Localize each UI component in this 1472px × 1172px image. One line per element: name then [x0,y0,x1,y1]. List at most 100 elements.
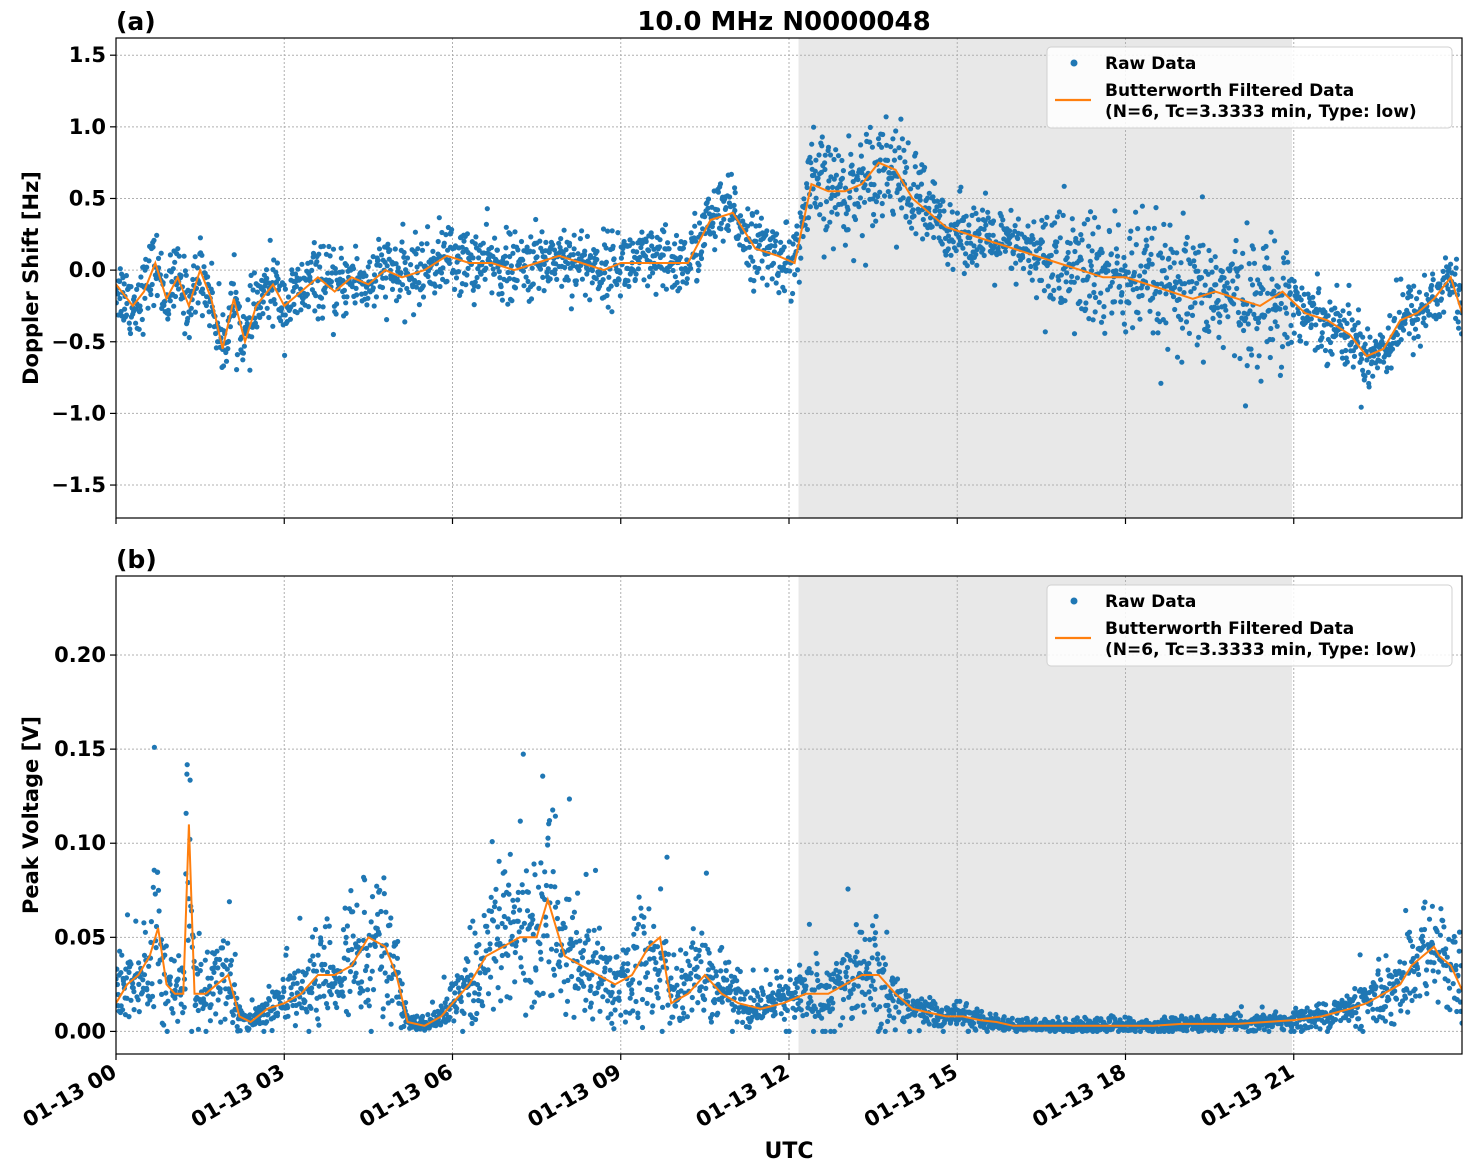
raw-data-point [586,928,592,934]
raw-data-point [908,186,914,192]
raw-data-point [1260,286,1266,292]
raw-data-point [1411,335,1417,341]
raw-data-point [964,263,970,269]
raw-data-point [588,983,594,990]
raw-data-point [963,1001,970,1007]
raw-data-point [141,952,148,959]
raw-data-point [1313,322,1319,328]
raw-data-point [1078,232,1084,238]
raw-data-point [476,942,482,948]
raw-data-point [985,209,991,215]
raw-data-point [698,255,705,262]
raw-data-point [499,290,505,297]
raw-data-point [943,252,949,258]
raw-data-point [1277,306,1283,312]
raw-data-point [128,284,134,290]
raw-data-point [329,270,335,276]
raw-data-point [603,259,610,265]
raw-data-point [490,266,496,272]
raw-data-point [491,271,497,277]
raw-data-point [699,930,705,936]
raw-data-point [1013,281,1019,287]
raw-data-point [608,283,614,289]
raw-data-point [1237,355,1243,362]
raw-data-point [650,1003,656,1009]
raw-data-point [237,1028,243,1034]
raw-data-point [344,294,350,300]
raw-data-point [558,988,564,994]
raw-data-point [1282,305,1288,311]
raw-data-point [992,282,998,288]
raw-data-point [649,1009,655,1015]
raw-data-point [385,1000,391,1006]
raw-data-point [867,139,873,145]
raw-data-point [1071,331,1078,337]
raw-data-point [625,278,631,284]
raw-data-point [807,204,814,210]
raw-data-point [792,989,798,996]
raw-data-point [496,858,502,864]
raw-data-point [718,968,724,974]
raw-data-point [653,960,659,966]
raw-data-point [808,160,814,166]
raw-data-point [790,241,796,247]
raw-data-point [487,941,493,947]
raw-data-point [270,989,276,995]
raw-data-point [1458,331,1462,337]
raw-data-point [384,263,390,269]
raw-data-point [476,255,482,261]
raw-data-point [940,198,946,204]
raw-data-point [136,981,142,988]
raw-data-point [657,244,663,250]
raw-data-point [797,210,803,216]
raw-data-point [291,975,297,981]
raw-data-point [387,247,393,253]
raw-data-point [1057,235,1063,241]
raw-data-point [917,197,923,203]
raw-data-point [1421,315,1427,321]
raw-data-point [916,1028,922,1034]
raw-data-point [692,210,698,216]
raw-data-point [495,924,501,930]
raw-data-point [240,350,246,356]
raw-data-point [854,1003,861,1009]
raw-data-point [589,267,596,274]
raw-data-point [1149,235,1155,241]
raw-data-point [899,988,905,994]
raw-data-point [385,241,391,247]
raw-data-point [371,303,377,309]
raw-data-point [524,244,530,250]
raw-data-point [354,902,360,908]
raw-data-point [1159,255,1165,261]
raw-data-point [650,270,656,276]
raw-data-point [1308,322,1315,328]
raw-data-point [911,213,917,219]
raw-data-point [1166,281,1173,288]
raw-data-point [153,945,159,951]
raw-data-point [818,169,825,175]
raw-data-point [647,274,653,280]
raw-data-point [635,1014,641,1021]
raw-data-point [885,1002,891,1009]
raw-data-point [842,185,849,191]
raw-data-point [773,968,780,974]
raw-data-point [981,226,987,232]
raw-data-point [249,997,255,1003]
raw-data-point [825,185,831,191]
raw-data-point [1385,325,1391,331]
raw-data-point [350,266,357,272]
raw-data-point [898,116,904,122]
raw-data-point [890,211,897,217]
raw-data-point [367,942,373,948]
raw-data-point [659,1028,665,1034]
raw-data-point [645,283,651,289]
raw-data-point [529,912,535,918]
raw-data-point [1261,1027,1267,1033]
raw-data-point [646,906,652,912]
raw-data-point [1360,334,1366,340]
raw-data-point [543,922,549,928]
raw-data-point [1033,1016,1039,1022]
raw-data-point [905,140,911,146]
raw-data-point [444,278,450,284]
